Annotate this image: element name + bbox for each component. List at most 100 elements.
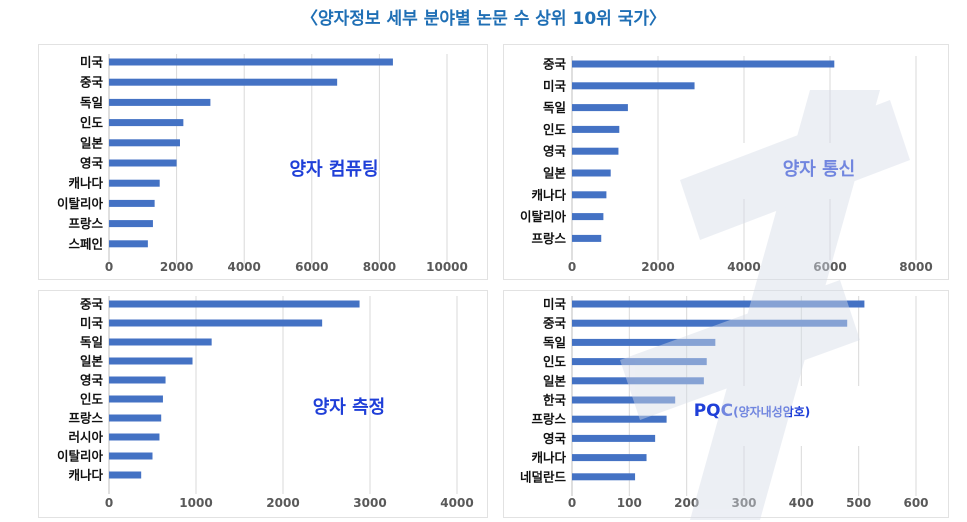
bar <box>572 169 611 177</box>
category-label: 미국 <box>543 78 567 93</box>
category-label: 독일 <box>80 95 103 110</box>
category-label: 미국 <box>80 316 104 331</box>
x-tick-label: 6000 <box>813 260 846 274</box>
bar <box>572 415 667 423</box>
x-tick-label: 200 <box>674 496 699 510</box>
bar <box>109 376 166 384</box>
x-tick-label: 0 <box>568 496 576 510</box>
category-label: 캐나다 <box>531 450 566 465</box>
bar <box>109 395 163 403</box>
bar <box>109 240 148 248</box>
category-label: 한국 <box>543 393 567 408</box>
bar <box>109 414 162 422</box>
category-label: 중국 <box>80 75 104 90</box>
x-tick-label: 4000 <box>227 260 260 274</box>
category-label: 인도 <box>80 392 104 407</box>
bar <box>109 179 160 187</box>
chart-title: PQC(양자내성암호) <box>694 401 811 421</box>
bar <box>109 338 212 346</box>
x-tick-label: 6000 <box>295 260 328 274</box>
bar <box>109 452 153 460</box>
x-tick-label: 500 <box>846 496 871 510</box>
category-label: 중국 <box>543 316 567 331</box>
bar <box>109 357 193 365</box>
title-background <box>734 143 894 199</box>
category-label: 이탈리아 <box>520 209 567 224</box>
bar <box>572 300 865 308</box>
category-label: 일본 <box>80 354 104 369</box>
bar <box>572 125 620 133</box>
title-background <box>716 386 906 446</box>
bar <box>109 433 160 441</box>
bar <box>572 60 835 68</box>
category-label: 이탈리아 <box>57 196 104 211</box>
bar <box>109 471 142 479</box>
bar <box>572 147 619 155</box>
category-label: 프랑스 <box>531 412 566 427</box>
category-label: 인도 <box>80 115 104 130</box>
category-label: 독일 <box>543 335 566 350</box>
category-label: 인도 <box>543 122 567 137</box>
bar <box>572 454 647 462</box>
category-label: 영국 <box>80 156 104 171</box>
bar <box>109 300 360 308</box>
category-label: 스페인 <box>68 236 103 251</box>
category-label: 일본 <box>80 135 104 150</box>
x-tick-label: 8000 <box>363 260 396 274</box>
category-label: 러시아 <box>68 430 103 445</box>
category-label: 캐나다 <box>531 187 566 202</box>
category-label: 중국 <box>543 57 567 72</box>
bar <box>572 473 636 481</box>
chart-panel-quantum-communication: 중국 미국 독일 인도 영국 일본 캐나다 이탈리아 프랑스 0 2000 4000 6000 8000 양… <box>503 44 949 280</box>
x-tick-label: 400 <box>789 496 814 510</box>
bar <box>572 434 656 442</box>
bar <box>572 213 604 221</box>
page-title: 〈양자정보 세부 분야별 논문 수 상위 10위 국가〉 <box>301 9 666 29</box>
bar <box>572 191 607 199</box>
category-label: 일본 <box>543 373 567 388</box>
x-tick-label: 8000 <box>899 260 932 274</box>
chart-title: 양자 측정 <box>313 397 386 418</box>
bar <box>109 98 211 106</box>
x-tick-label: 2000 <box>266 496 299 510</box>
category-label: 프랑스 <box>68 216 103 231</box>
x-tick-label: 4000 <box>727 260 760 274</box>
bar <box>109 139 180 147</box>
bar <box>572 234 602 242</box>
x-tick-label: 300 <box>731 496 756 510</box>
chart-panel-pqc: 미국 중국 독일 인도 일본 한국 프랑스 영국 캐나다 네덜란드 0 100 200 300 400 500… <box>503 290 949 518</box>
category-label: 독일 <box>543 100 566 115</box>
bar <box>572 358 707 366</box>
category-label: 영국 <box>543 431 567 446</box>
category-label: 미국 <box>80 55 104 70</box>
x-tick-label: 4000 <box>440 496 473 510</box>
bar <box>109 319 323 327</box>
x-tick-label: 2000 <box>641 260 674 274</box>
x-tick-label: 2000 <box>160 260 193 274</box>
x-tick-label: 3000 <box>353 496 386 510</box>
category-label: 캐나다 <box>68 468 103 483</box>
category-label: 이탈리아 <box>57 449 104 464</box>
x-tick-label: 10000 <box>426 260 468 274</box>
x-tick-label: 100 <box>617 496 642 510</box>
x-tick-label: 0 <box>105 260 113 274</box>
category-label: 영국 <box>543 144 567 159</box>
category-label: 프랑스 <box>531 231 566 246</box>
category-label: 인도 <box>543 354 567 369</box>
bar <box>109 199 155 207</box>
category-label: 중국 <box>80 297 104 312</box>
bar <box>109 220 153 228</box>
bar <box>572 82 695 90</box>
x-tick-label: 1000 <box>179 496 212 510</box>
bar <box>109 78 338 86</box>
category-label: 일본 <box>543 166 567 181</box>
x-tick-label: 600 <box>903 496 928 510</box>
category-label: 캐나다 <box>68 176 103 191</box>
x-tick-label: 0 <box>105 496 113 510</box>
category-label: 독일 <box>80 335 103 350</box>
bar <box>109 159 177 167</box>
